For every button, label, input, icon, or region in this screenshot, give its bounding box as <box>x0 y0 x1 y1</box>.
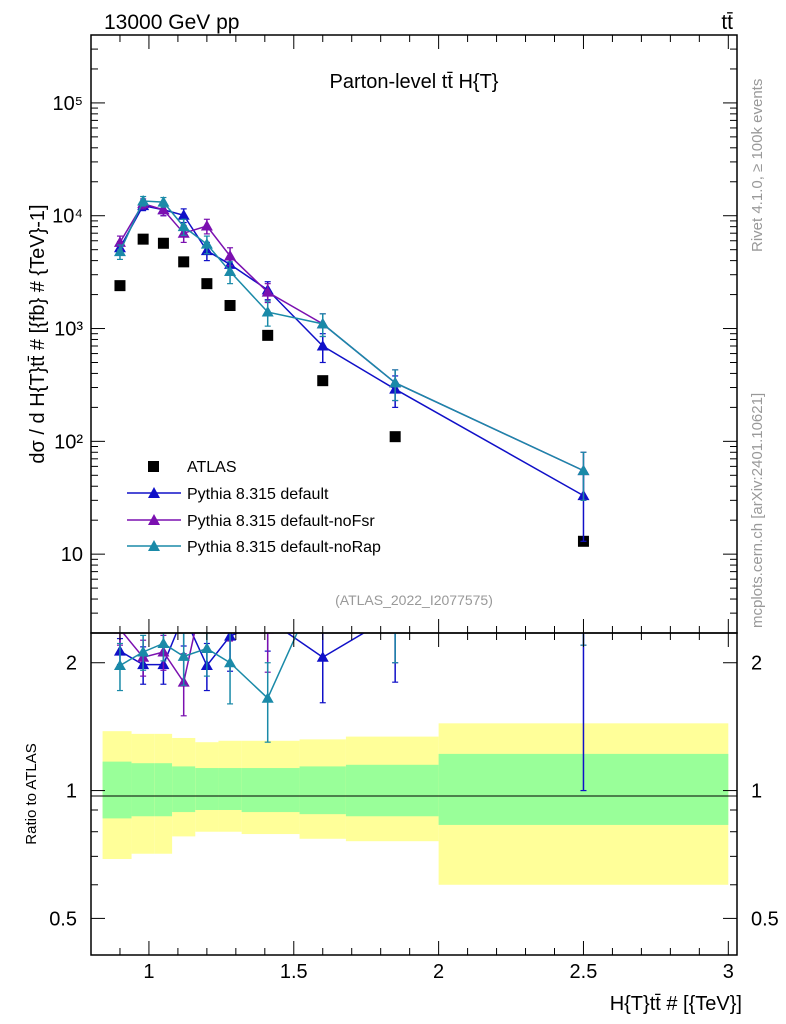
data-point-norap-7 <box>316 317 329 329</box>
data-point-norap-9 <box>577 464 590 476</box>
ratio-y-tick-label-left-1: 1 <box>66 781 77 803</box>
main-title-text: Parton-level tt̄ H{T} <box>330 71 499 93</box>
legend: ATLAS Pythia 8.315 default Pythia 8.315 … <box>127 459 381 556</box>
rivet-version-label: Rivet 4.1.0, ≥ 100k events <box>749 79 766 252</box>
ratio-point-nofsr-5 <box>224 598 236 609</box>
ratio-point-norap-4 <box>200 642 213 654</box>
ratio-point-nofsr-6 <box>261 633 274 634</box>
ratio-point-nofsr-8 <box>389 582 401 593</box>
band-inner-2 <box>154 763 173 817</box>
main-y-tick-label-3: 10⁴ <box>52 206 83 228</box>
x-tick-label-1: 1.5 <box>280 961 308 983</box>
legend-marker-atlas <box>148 461 159 472</box>
ratio-line-nofsr <box>122 633 196 685</box>
ratio-y-axis-label: Ratio to ATLAS <box>23 743 40 844</box>
energy-label: 13000 GeV pp <box>104 11 239 34</box>
data-point-nofsr-5 <box>224 249 237 261</box>
atlas-data-point-3 <box>178 256 190 268</box>
ratio-point-default-8 <box>389 608 401 619</box>
ratio-point-norap-3 <box>177 650 190 661</box>
main-y-tick-label-1: 10² <box>54 431 83 453</box>
x-tick-label-0: 1 <box>143 961 154 983</box>
main-y-axis-label: dσ / d H{T}tt̄ # [{fb} # {TeV}-1] <box>27 204 49 463</box>
x-tick-label-4: 3 <box>723 961 734 983</box>
data-point-norap-2 <box>157 196 170 207</box>
main-y-tick-label-4: 10⁵ <box>52 93 83 115</box>
atlas-data-point-7 <box>317 375 329 387</box>
band-inner-0 <box>102 761 132 819</box>
ratio-line-default <box>119 633 366 667</box>
atlas-data-point-4 <box>201 278 213 290</box>
atlas-data-point-2 <box>157 237 169 249</box>
atlas-data-point-6 <box>262 329 274 341</box>
data-point-norap-5 <box>224 265 237 277</box>
band-inner-1 <box>131 763 155 817</box>
ratio-panel: 0.5 0.5 1 1 2 2 1 1.5 2 2.5 3 Ratio to ATLAS H{T}t… <box>23 570 779 1015</box>
atlas-data-point-5 <box>224 300 236 312</box>
main-panel: 10 10² 10³ 10⁴ 10⁵ Parton-level tt̄ H{T} dσ … <box>27 34 738 634</box>
ratio-point-norap-2 <box>157 637 170 648</box>
data-point-norap-3 <box>177 220 190 232</box>
data-point-nofsr-2 <box>157 203 170 215</box>
atlas-data-point-1 <box>137 233 149 245</box>
main-title: Parton-level tt̄ H{T} <box>330 71 499 93</box>
data-point-nofsr-4 <box>200 220 213 231</box>
series-line-norap <box>119 200 584 472</box>
main-y-tick-label-2: 10³ <box>54 319 83 341</box>
atlas-data-point-0 <box>114 280 126 292</box>
band-inner-6 <box>241 768 300 813</box>
mcplots-label: mcplots.cern.ch [arXiv:2401.10621] <box>749 393 766 628</box>
legend-marker-nofsr <box>148 514 160 525</box>
atlas-data-point-8 <box>389 431 401 443</box>
ratio-point-default-3 <box>178 609 190 620</box>
ratio-point-norap-7 <box>317 570 329 581</box>
process-label: tt̄ <box>721 11 733 34</box>
ratio-point-default-6 <box>262 613 274 624</box>
ratio-point-default-7 <box>316 651 329 662</box>
legend-marker-default <box>148 487 160 498</box>
ratio-y-tick-label-right-0: 0.5 <box>751 908 779 930</box>
ratio-y-tick-label-left-2: 2 <box>66 653 77 675</box>
ratio-frame <box>90 632 738 956</box>
ratio-point-norap-8 <box>389 582 401 593</box>
legend-label-atlas: ATLAS <box>187 459 237 476</box>
data-point-norap-8 <box>389 376 402 388</box>
series-line-default <box>119 204 584 497</box>
band-inner-3 <box>172 766 196 813</box>
band-inner-5 <box>218 768 242 811</box>
ratio-point-nofsr-7 <box>317 570 329 581</box>
ratio-point-norap-5 <box>224 656 237 668</box>
band-inner-4 <box>195 768 219 811</box>
series-line-nofsr <box>119 202 584 472</box>
data-point-default-3 <box>177 209 190 220</box>
ratio-y-tick-label-left-0: 0.5 <box>49 908 77 930</box>
band-inner-7 <box>299 766 346 815</box>
data-point-norap-0 <box>113 245 126 257</box>
legend-label-nofsr: Pythia 8.315 default-noFsr <box>187 513 375 530</box>
main-y-tick-label-0: 10 <box>61 544 83 566</box>
ratio-point-norap-0 <box>113 659 126 671</box>
data-point-default-7 <box>316 340 329 351</box>
legend-label-norap: Pythia 8.315 default-noRap <box>187 539 381 556</box>
analysis-id-label: (ATLAS_2022_I2077575) <box>335 592 493 608</box>
legend-marker-norap <box>148 540 160 551</box>
ratio-point-norap-1 <box>137 645 150 657</box>
ratio-point-nofsr-4 <box>201 570 213 581</box>
ratio-point-norap-6 <box>261 692 274 703</box>
data-point-norap-4 <box>200 238 213 249</box>
ratio-line-norap <box>119 633 298 700</box>
band-inner-8 <box>345 764 439 817</box>
data-point-norap-6 <box>261 306 274 317</box>
ratio-y-tick-label-right-1: 1 <box>751 781 762 803</box>
data-point-nofsr-6 <box>261 286 274 297</box>
x-tick-label-3: 2.5 <box>570 961 598 983</box>
x-axis-label: H{T}tt̄ # [{TeV}] <box>610 993 742 1015</box>
legend-label-default: Pythia 8.315 default <box>187 486 329 503</box>
data-point-norap-1 <box>137 195 150 206</box>
x-tick-label-2: 2 <box>433 961 444 983</box>
ratio-y-tick-label-right-2: 2 <box>751 653 762 675</box>
